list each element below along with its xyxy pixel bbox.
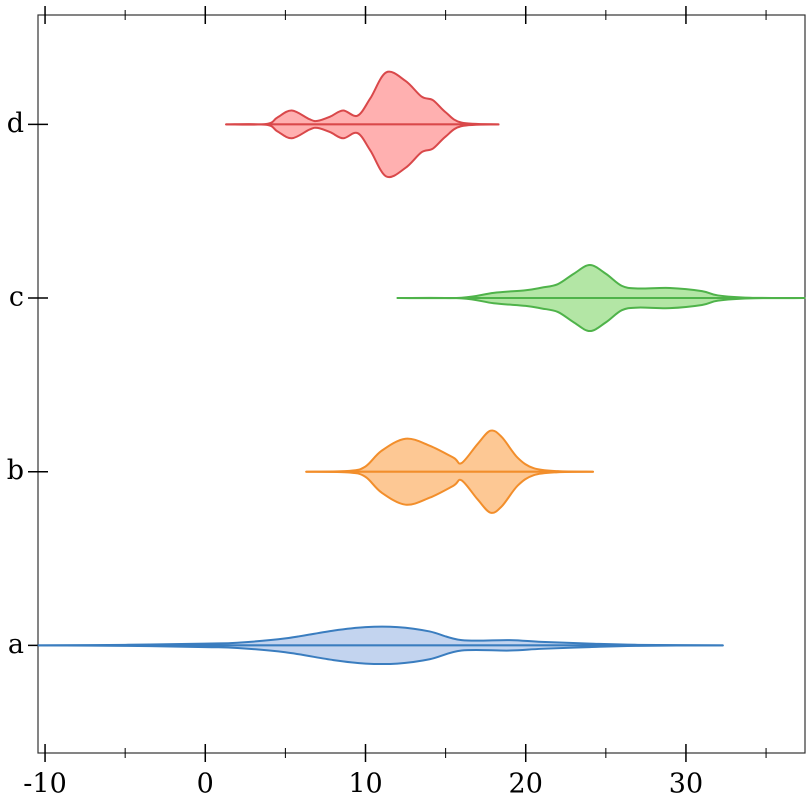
x-tick-label: 20	[509, 769, 543, 800]
violin-half	[396, 296, 806, 333]
x-tick-label: 0	[197, 769, 214, 800]
violin-half	[225, 123, 500, 179]
violin-half	[305, 429, 595, 473]
x-tick-label: 10	[348, 769, 382, 800]
y-tick-label: b	[7, 455, 24, 486]
y-tick-label: a	[8, 629, 24, 660]
violin-half	[396, 264, 806, 300]
x-tick-label: -10	[23, 769, 66, 800]
violin-half	[225, 70, 500, 126]
violin-half	[305, 470, 595, 514]
plot-frame	[37, 14, 806, 754]
y-tick-label: c	[9, 282, 24, 313]
x-tick-label: 30	[669, 769, 703, 800]
violin-half	[37, 625, 724, 647]
y-tick-label: d	[7, 108, 24, 139]
violin-half	[37, 644, 724, 666]
